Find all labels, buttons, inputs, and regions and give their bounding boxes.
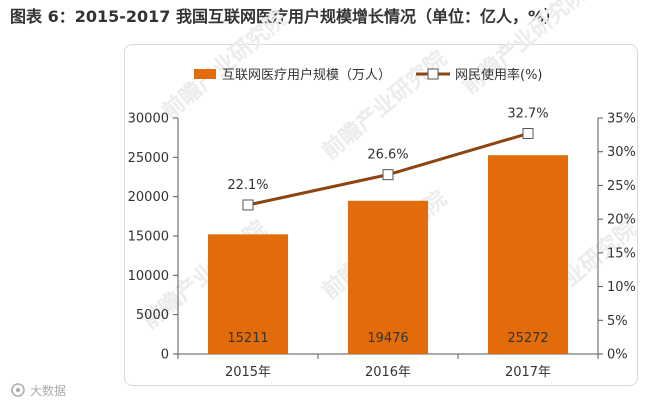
- line-series: [242, 128, 534, 211]
- chart-title: 图表 6：2015-2017 我国互联网医疗用户规模增长情况（单位：亿人，%）: [10, 7, 561, 26]
- y-left-tick-label: 5000: [136, 308, 169, 323]
- line-value-label: 32.7%: [507, 107, 548, 122]
- bar-value-label: 15211: [227, 331, 268, 346]
- y-right-tick-label: 10%: [607, 280, 636, 295]
- y-right-tick-label: 25%: [607, 179, 636, 194]
- watermark-text: 前瞻产业研究院: [157, 6, 292, 125]
- legend: 互联网医疗用户规模（万人） 网民使用率(%): [194, 67, 543, 83]
- bar-value-label: 25272: [507, 331, 548, 346]
- y-right-tick-label: 30%: [607, 145, 636, 160]
- line-value-label: 22.1%: [227, 178, 268, 193]
- y-left-tick-label: 10000: [128, 269, 169, 284]
- x-tick-label: 2017年: [505, 365, 551, 380]
- chart-frame: [124, 44, 638, 386]
- legend-line-label: 网民使用率(%): [455, 67, 543, 83]
- y-left-tick-label: 30000: [128, 112, 169, 127]
- logo-icon: [11, 383, 25, 397]
- y-right-tick-label: 15%: [607, 246, 636, 261]
- data-labels: 15211 19476 25272 22.1% 26.6% 32.7%: [227, 107, 548, 346]
- x-tick-label: 2015年: [225, 365, 271, 380]
- y-right-tick-label: 20%: [607, 213, 636, 228]
- axes: 0 5000 10000 15000 20000 25000 30000 0% 5% 10% 15%…: [128, 112, 636, 381]
- y-right-tick-label: 35%: [607, 112, 636, 127]
- line-value-label: 26.6%: [367, 148, 408, 163]
- y-left-tick-label: 0: [161, 348, 169, 363]
- bars: [208, 155, 568, 354]
- y-left-tick-label: 15000: [128, 230, 169, 245]
- line-point: [242, 199, 254, 211]
- line-point: [522, 128, 534, 140]
- y-left-tick-label: 25000: [128, 151, 169, 166]
- bar: [348, 200, 428, 354]
- line-point: [382, 169, 394, 181]
- legend-bar-label: 互联网医疗用户规模（万人）: [222, 67, 391, 83]
- source-logo: 大数据: [11, 383, 66, 398]
- bar: [208, 234, 288, 354]
- watermark-text: 前瞻产业研究院: [457, 0, 592, 100]
- x-tick-label: 2016年: [365, 365, 411, 380]
- y-right-tick-label: 0%: [607, 348, 628, 363]
- y-right-tick-label: 5%: [607, 314, 628, 329]
- bar-value-label: 19476: [367, 331, 408, 346]
- legend-line-marker: [427, 68, 439, 80]
- legend-bar-swatch: [194, 69, 216, 79]
- bar: [488, 155, 568, 354]
- y-left-tick-label: 20000: [128, 190, 169, 205]
- source-logo-text: 大数据: [30, 383, 66, 398]
